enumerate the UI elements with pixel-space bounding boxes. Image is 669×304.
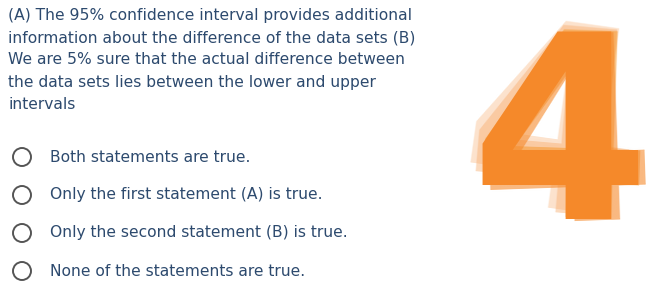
Text: Only the first statement (A) is true.: Only the first statement (A) is true. — [50, 188, 322, 202]
Text: 4: 4 — [446, 3, 658, 273]
Text: (A) The 95% confidence interval provides additional
information about the differ: (A) The 95% confidence interval provides… — [8, 8, 415, 112]
Text: 4: 4 — [470, 24, 650, 272]
Text: 4: 4 — [456, 11, 656, 273]
Text: None of the statements are true.: None of the statements are true. — [50, 264, 305, 278]
Text: 4: 4 — [472, 23, 660, 277]
Text: Only the second statement (B) is true.: Only the second statement (B) is true. — [50, 226, 348, 240]
Text: 4: 4 — [468, 19, 656, 273]
Text: Both statements are true.: Both statements are true. — [50, 150, 250, 164]
